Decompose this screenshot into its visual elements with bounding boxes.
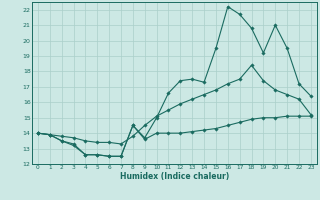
X-axis label: Humidex (Indice chaleur): Humidex (Indice chaleur) [120, 172, 229, 181]
